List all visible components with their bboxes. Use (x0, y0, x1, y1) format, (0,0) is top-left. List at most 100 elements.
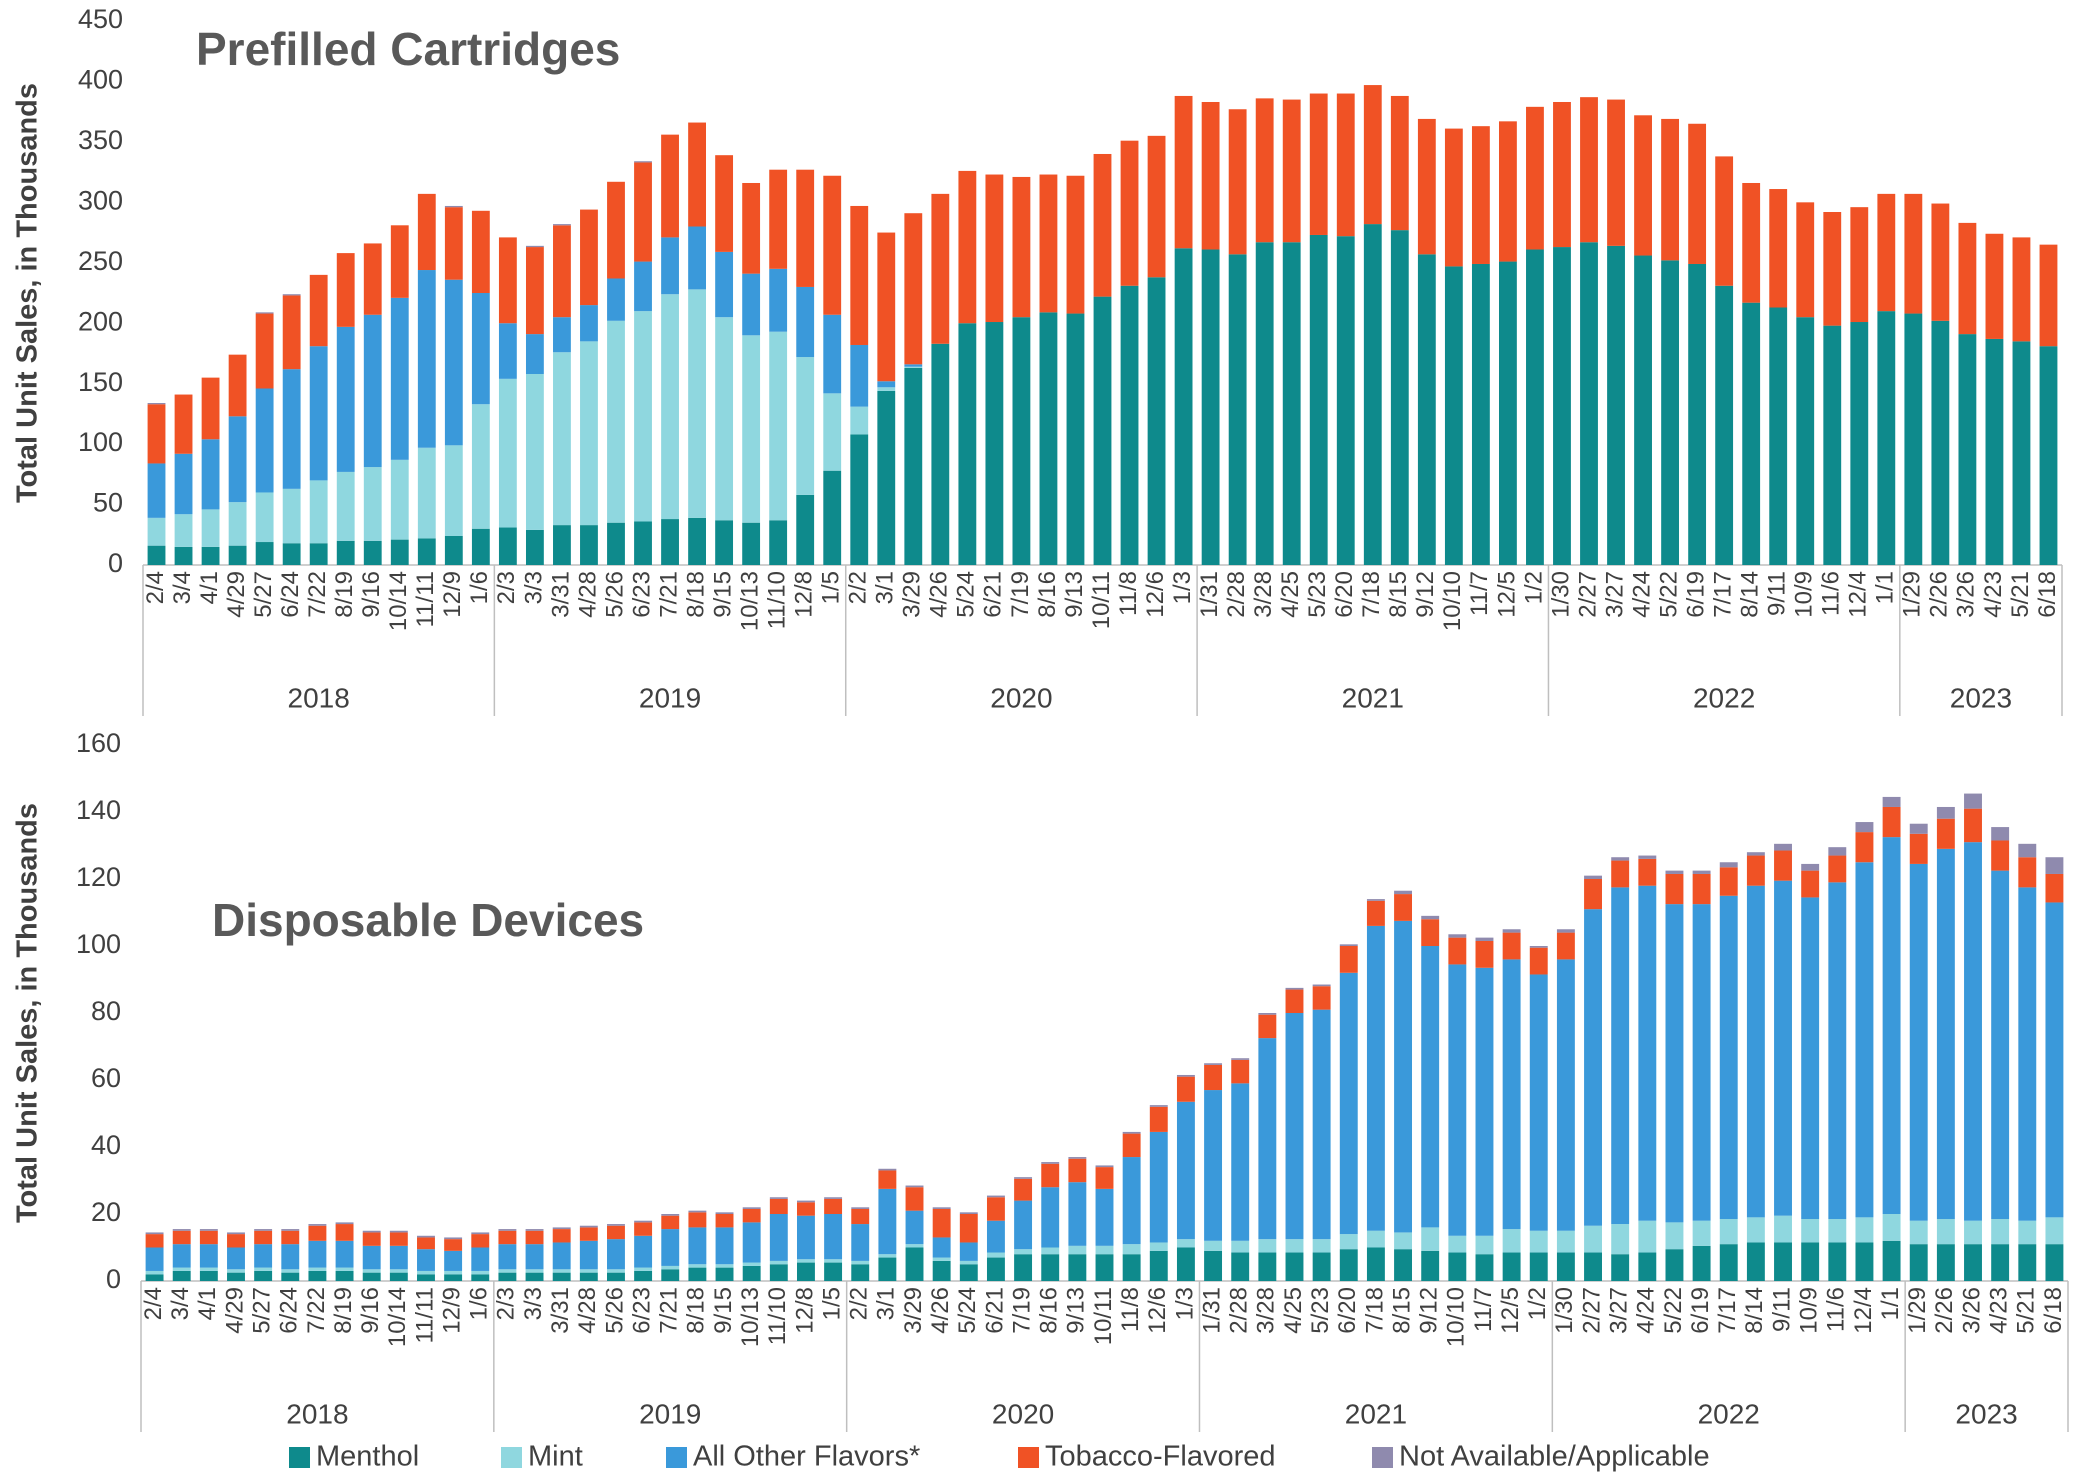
bar-stack (1692, 870, 1711, 1281)
bar-segment (282, 369, 301, 489)
bar-segment (281, 1272, 300, 1281)
bar-stack (1285, 987, 1304, 1281)
bar-segment (1580, 242, 1598, 565)
bar-segment (1964, 1244, 1982, 1281)
bar-stack (1634, 115, 1652, 565)
x-tick-label: 12/8 (791, 571, 818, 618)
bar-stack (1931, 203, 1950, 565)
x-group-label: 2022 (1693, 682, 1755, 713)
bar-segment (145, 1234, 164, 1248)
bar-segment (1584, 879, 1602, 910)
bar-segment (1769, 307, 1788, 565)
bar-segment (1339, 972, 1358, 1235)
x-tick-label: 10/13 (736, 571, 763, 631)
bar-segment (1258, 1038, 1277, 1240)
bar-segment (553, 224, 571, 226)
bar-segment (1068, 1157, 1087, 1159)
bar-segment (471, 210, 490, 293)
bar-stack (931, 193, 950, 565)
bar-segment (1421, 1227, 1440, 1251)
bar-segment (1312, 986, 1331, 1010)
bar-segment (201, 439, 220, 510)
bar-segment (1931, 203, 1950, 321)
bar-stack (959, 1212, 978, 1281)
x-tick-label: 11/7 (1470, 1287, 1497, 1332)
bar-stack (1985, 233, 2004, 565)
bar-segment (228, 416, 247, 503)
bar-stack (2012, 237, 2031, 565)
bar-segment (905, 1210, 924, 1245)
x-tick-label: 2/4 (140, 1287, 167, 1320)
bar-segment (390, 297, 409, 460)
bar-stack (471, 210, 490, 565)
bar-segment (308, 1270, 327, 1281)
x-tick-label: 10/10 (1439, 571, 1466, 631)
bar-segment (417, 1274, 435, 1281)
bar-segment (1580, 97, 1598, 243)
bar-segment (634, 261, 652, 312)
bar-segment (1147, 135, 1166, 278)
bar-segment (552, 1229, 571, 1243)
bar-stack (525, 1229, 544, 1281)
bar-segment (661, 1269, 680, 1281)
bar-segment (1390, 95, 1409, 231)
bar-stack (1475, 937, 1494, 1281)
bar-stack (607, 1224, 625, 1281)
bar-segment (1909, 1220, 1928, 1245)
bar-segment (1638, 858, 1657, 886)
bar-stack (824, 1197, 843, 1281)
bar-segment (1285, 1239, 1304, 1253)
bar-segment (1068, 1245, 1087, 1255)
bar-segment (1936, 806, 1955, 819)
bar-segment (688, 226, 706, 290)
bar-segment (661, 1229, 680, 1266)
bar-segment (1149, 1242, 1168, 1251)
bar-segment (1909, 863, 1928, 1221)
bar-segment (553, 525, 571, 565)
bar-segment (932, 1208, 951, 1238)
x-tick-label: 3/31 (547, 571, 574, 618)
bar-segment (174, 546, 193, 565)
bar-segment (444, 1274, 463, 1281)
bar-stack (1174, 95, 1193, 565)
bar-segment (1774, 880, 1792, 1216)
x-tick-label: 1/3 (1169, 571, 1196, 604)
bar-segment (607, 1269, 625, 1273)
x-tick-label: 10/11 (1088, 571, 1115, 629)
bar-segment (417, 538, 436, 565)
x-tick-label: 8/18 (683, 1287, 710, 1334)
bar-segment (742, 335, 761, 523)
bar-segment (1204, 1064, 1223, 1091)
bar-segment (634, 1267, 653, 1271)
bar-segment (254, 1267, 273, 1271)
bar-stack (1529, 946, 1548, 1281)
bar-segment (634, 1235, 653, 1268)
bar-segment (1041, 1163, 1060, 1188)
bar-segment (471, 293, 490, 405)
x-tick-label: 3/1 (873, 1287, 900, 1320)
bar-segment (1122, 1131, 1141, 1134)
bar-segment (1312, 1252, 1331, 1281)
bar-segment (1964, 808, 1982, 843)
bar-stack (309, 274, 328, 565)
bar-stack (1584, 875, 1602, 1281)
bar-segment (444, 535, 463, 565)
bar-stack (985, 174, 1004, 565)
bar-segment (878, 1188, 897, 1255)
bar-segment (634, 161, 652, 163)
bar-segment (1882, 1214, 1901, 1241)
bar-segment (2012, 341, 2031, 565)
bar-segment (742, 1208, 761, 1223)
bar-stack (1095, 1165, 1114, 1281)
bar-segment (172, 1267, 191, 1271)
bar-segment (145, 1270, 164, 1275)
bar-stack (498, 1229, 517, 1281)
bar-segment (147, 404, 166, 464)
y-tick-label: 120 (76, 862, 121, 892)
bar-segment (1176, 1074, 1195, 1077)
bar-stack (1366, 899, 1385, 1281)
bar-segment (1936, 1219, 1955, 1245)
x-group-label: 2023 (1950, 682, 2012, 713)
x-tick-label: 6/23 (628, 571, 655, 618)
bar-segment (309, 346, 328, 481)
